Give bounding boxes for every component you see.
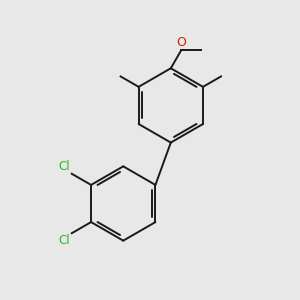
Text: Cl: Cl xyxy=(58,234,70,247)
Text: Cl: Cl xyxy=(58,160,70,173)
Text: O: O xyxy=(176,36,186,50)
